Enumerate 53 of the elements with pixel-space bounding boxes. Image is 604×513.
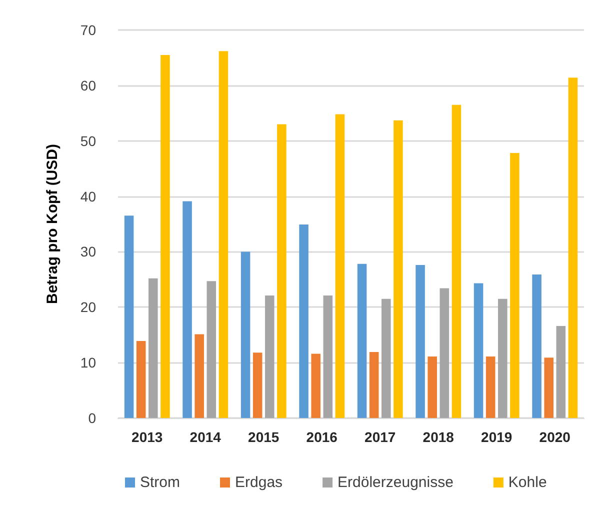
- bar: [218, 51, 228, 418]
- bar: [394, 120, 403, 418]
- x-tick-label: 2017: [364, 429, 396, 445]
- bar: [369, 352, 379, 418]
- y-tick-label: 70: [80, 22, 96, 38]
- legend-label: Kohle: [508, 474, 547, 491]
- bar: [416, 265, 425, 418]
- bar: [240, 252, 250, 418]
- x-tick-label: 2018: [422, 429, 454, 445]
- bar: [556, 326, 566, 418]
- bar: [357, 264, 367, 418]
- legend-label: Erdgas: [235, 474, 283, 491]
- bar: [124, 216, 134, 418]
- legend-label: Strom: [140, 474, 180, 491]
- x-tick-label: 2020: [539, 429, 571, 445]
- bar: [498, 298, 508, 418]
- bar: [252, 352, 262, 418]
- y-tick-label: 60: [80, 77, 96, 94]
- bar: [299, 224, 308, 418]
- legend-label: Erdölerzeugnisse: [338, 474, 454, 491]
- bar: [194, 334, 204, 418]
- bar: [474, 283, 484, 418]
- x-tick-label: 2015: [248, 429, 280, 445]
- x-tick-label: 2013: [132, 429, 163, 445]
- bar: [335, 114, 345, 418]
- bar: [452, 104, 462, 418]
- bar: [136, 340, 146, 418]
- y-tick-label: 50: [80, 132, 96, 149]
- y-tick-label: 10: [80, 354, 96, 371]
- y-tick-label: 30: [80, 244, 96, 260]
- bar: [160, 54, 170, 418]
- x-tick-label: 2014: [190, 429, 222, 445]
- bar: [323, 296, 333, 418]
- bar: [568, 78, 578, 418]
- y-axis-title: Betrag pro Kopf (USD): [44, 144, 61, 304]
- bar: [265, 296, 274, 418]
- bar: [206, 281, 216, 418]
- bar: [382, 298, 391, 418]
- y-tick-label: 40: [80, 188, 96, 204]
- x-tick-label: 2016: [306, 429, 338, 445]
- x-tick-label: 2019: [481, 429, 512, 445]
- bar: [428, 356, 437, 418]
- bar: [544, 358, 554, 418]
- y-tick-label: 0: [88, 410, 96, 426]
- bar: [510, 153, 520, 418]
- bar: [486, 356, 496, 418]
- bar: [311, 354, 320, 418]
- bar: [532, 274, 542, 418]
- y-tick-label: 20: [80, 299, 96, 316]
- bar: [182, 201, 192, 418]
- bar: [440, 288, 450, 418]
- bar: [277, 124, 286, 418]
- bar: [148, 278, 158, 418]
